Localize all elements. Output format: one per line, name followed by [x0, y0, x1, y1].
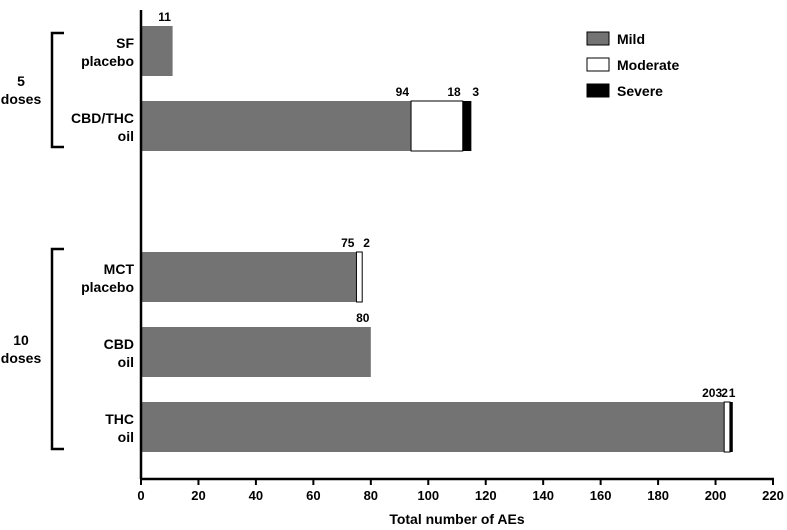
legend-label-mild: Mild — [617, 31, 645, 47]
group-label: 5 — [17, 73, 25, 89]
legend-label-moderate: Moderate — [617, 57, 679, 73]
category-label: placebo — [81, 53, 134, 69]
bar-segment-mild — [141, 26, 173, 76]
data-label-moderate: 2 — [721, 386, 728, 400]
bar-segment-moderate — [723, 401, 731, 453]
group-bracket — [50, 247, 64, 451]
category-label: placebo — [81, 279, 134, 295]
data-label-moderate: 2 — [363, 236, 370, 250]
category-label: CBD — [104, 336, 134, 352]
bar-segment-mild — [141, 101, 412, 151]
legend-label-severe: Severe — [617, 83, 663, 99]
x-axis: 0 20 40 60 80 100 120 140 160 180 200 220 — [137, 477, 784, 503]
x-tick-label: 120 — [475, 488, 497, 503]
data-label-mild: 80 — [356, 311, 370, 325]
data-label-mild: 75 — [341, 236, 355, 250]
bar-segment-moderate — [410, 100, 464, 152]
bar-segment-mild — [141, 252, 357, 302]
data-label-severe: 3 — [472, 85, 479, 99]
data-label-severe: 1 — [729, 386, 736, 400]
category-labels-layer: SF placebo CBD/THC oil MCT placebo CBD oil THC oi… — [71, 35, 134, 445]
category-label: oil — [118, 354, 134, 370]
x-tick-label: 40 — [249, 488, 263, 503]
x-tick-label: 220 — [762, 488, 784, 503]
category-label: oil — [118, 128, 134, 144]
data-label-mild: 11 — [158, 10, 171, 24]
data-label-moderate: 18 — [447, 85, 461, 99]
x-tick-label: 80 — [364, 488, 378, 503]
category-label: THC — [105, 411, 134, 427]
bars-layer — [141, 26, 733, 453]
group-label: doses — [1, 350, 42, 366]
bar-segment-severe — [462, 101, 472, 151]
category-label: oil — [118, 429, 134, 445]
x-tick-label: 160 — [590, 488, 612, 503]
data-label-mild: 203 — [702, 386, 722, 400]
group-bracket — [50, 31, 64, 149]
x-tick-label: 200 — [705, 488, 727, 503]
x-tick-label: 100 — [417, 488, 439, 503]
bar-segment-mild — [141, 402, 725, 452]
category-label: CBD/THC — [71, 110, 134, 126]
x-axis-label: Total number of AEs — [389, 511, 525, 527]
legend: Mild Moderate Severe — [586, 31, 679, 99]
legend-swatch-severe — [586, 83, 610, 98]
group-brackets-layer: 5 doses 10 doses — [1, 31, 64, 451]
category-label: MCT — [104, 261, 135, 277]
x-tick-label: 180 — [647, 488, 669, 503]
x-tick-label: 60 — [306, 488, 320, 503]
x-tick-label: 0 — [137, 488, 144, 503]
bar-segment-mild — [141, 327, 371, 377]
group-label: 10 — [13, 332, 29, 348]
category-label: SF — [116, 35, 134, 51]
bar-segment-severe — [729, 402, 733, 452]
x-tick-label: 20 — [191, 488, 205, 503]
legend-swatch-mild — [586, 31, 610, 46]
legend-swatch-moderate — [586, 57, 610, 72]
bar-segment-moderate — [355, 251, 363, 303]
x-tick-label: 140 — [532, 488, 554, 503]
data-label-mild: 94 — [396, 85, 410, 99]
group-label: doses — [1, 91, 42, 107]
